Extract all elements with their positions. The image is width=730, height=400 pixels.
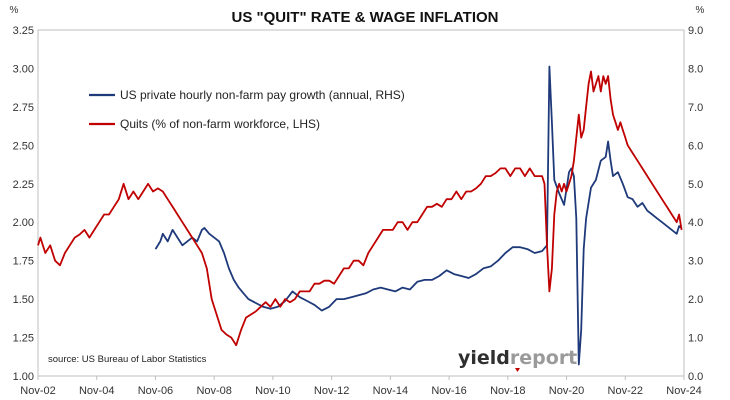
right-axis-ticks: 0.0 1.0 2.0 3.0 4.0 5.0 6.0 7.0 8.0 9.0 <box>688 25 703 383</box>
left-tick-label: 2.50 <box>13 140 34 152</box>
logo-report-text: report <box>510 347 577 369</box>
left-tick-label: 2.75 <box>13 102 34 114</box>
plot-frame <box>37 29 685 377</box>
logo-yield-text: yield <box>458 347 510 369</box>
left-axis-ticks: 1.00 1.25 1.50 1.75 2.00 2.25 2.50 2.75 3.00 3.25 <box>13 25 34 383</box>
x-tick-label: Nov-10 <box>255 385 290 397</box>
x-axis-ticks: Nov-02 Nov-04 Nov-06 Nov-08 Nov-10 Nov-12 Nov-… <box>20 376 702 397</box>
yieldreport-logo: yieldreport <box>458 347 577 372</box>
right-tick-label: 3.0 <box>688 256 703 268</box>
left-axis-unit: % <box>10 5 19 16</box>
right-tick-label: 0.0 <box>688 371 703 383</box>
source-note: source: US Bureau of Labor Statistics <box>48 354 207 365</box>
legend-label-quits: Quits (% of non-farm workforce, LHS) <box>120 117 320 131</box>
left-tick-label: 3.25 <box>13 25 34 37</box>
plot-border <box>37 29 685 377</box>
x-tick-label: Nov-14 <box>373 385 408 397</box>
x-tick-label: Nov-24 <box>666 385 701 397</box>
x-tick-label: Nov-06 <box>138 385 173 397</box>
x-tick-label: Nov-18 <box>490 385 525 397</box>
right-tick-label: 4.0 <box>688 217 703 229</box>
chart-title: US "QUIT" RATE & WAGE INFLATION <box>232 9 499 26</box>
series-quits-line <box>37 70 683 347</box>
x-tick-label: Nov-16 <box>431 385 466 397</box>
right-tick-label: 5.0 <box>688 179 703 191</box>
right-tick-label: 8.0 <box>688 63 703 75</box>
series-layer <box>37 65 683 366</box>
legend-label-pay-growth: US private hourly non-farm pay growth (a… <box>120 88 405 102</box>
left-tick-label: 2.25 <box>13 179 34 191</box>
left-tick-label: 2.00 <box>13 217 34 229</box>
x-tick-label: Nov-08 <box>196 385 231 397</box>
legend: US private hourly non-farm pay growth (a… <box>89 88 405 131</box>
right-tick-label: 7.0 <box>688 102 703 114</box>
left-tick-label: 1.00 <box>13 371 34 383</box>
left-tick-label: 1.75 <box>13 256 34 268</box>
left-tick-label: 1.25 <box>13 333 34 345</box>
x-tick-label: Nov-22 <box>608 385 643 397</box>
right-tick-label: 1.0 <box>688 333 703 345</box>
left-tick-label: 3.00 <box>13 63 34 75</box>
right-tick-label: 2.0 <box>688 294 703 306</box>
x-tick-label: Nov-20 <box>549 385 584 397</box>
series-pay-growth-line <box>154 65 683 366</box>
logo-mark-icon <box>515 368 520 372</box>
right-tick-label: 9.0 <box>688 25 703 37</box>
x-tick-label: Nov-04 <box>79 385 114 397</box>
x-tick-label: Nov-02 <box>20 385 55 397</box>
svg-text:yieldreport: yieldreport <box>458 347 577 369</box>
right-tick-label: 6.0 <box>688 140 703 152</box>
right-axis-unit: % <box>696 5 705 16</box>
x-tick-label: Nov-12 <box>314 385 349 397</box>
left-tick-label: 1.50 <box>13 294 34 306</box>
